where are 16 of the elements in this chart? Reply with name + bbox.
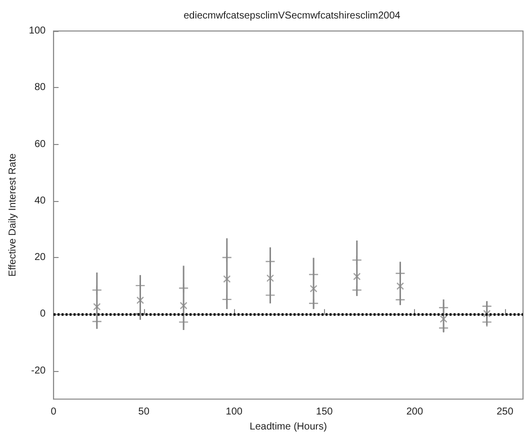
x-tick-label: 0: [50, 406, 57, 418]
x-tick-label: 150: [316, 406, 334, 418]
y-tick-label: -20: [31, 365, 46, 376]
chart-title: ediecmwfcatsepsclimVSecmwfcatshiresclim2004: [184, 10, 401, 22]
y-axis-title: Effective Daily Interest Rate: [8, 153, 18, 277]
x-tick-label: 100: [226, 406, 243, 418]
x-axis-title: Leadtime (Hours): [250, 422, 327, 432]
y-tick-label: 0: [40, 308, 46, 320]
y-tick-label: 60: [34, 138, 46, 150]
x-tick-label: 200: [406, 406, 424, 418]
y-tick-label: 80: [34, 82, 46, 94]
x-tick-label: 50: [138, 406, 150, 418]
y-tick-label: 40: [34, 195, 46, 206]
y-tick-label: 100: [28, 26, 46, 36]
x-tick-label: 250: [496, 406, 514, 418]
y-tick-label: 20: [34, 252, 46, 264]
